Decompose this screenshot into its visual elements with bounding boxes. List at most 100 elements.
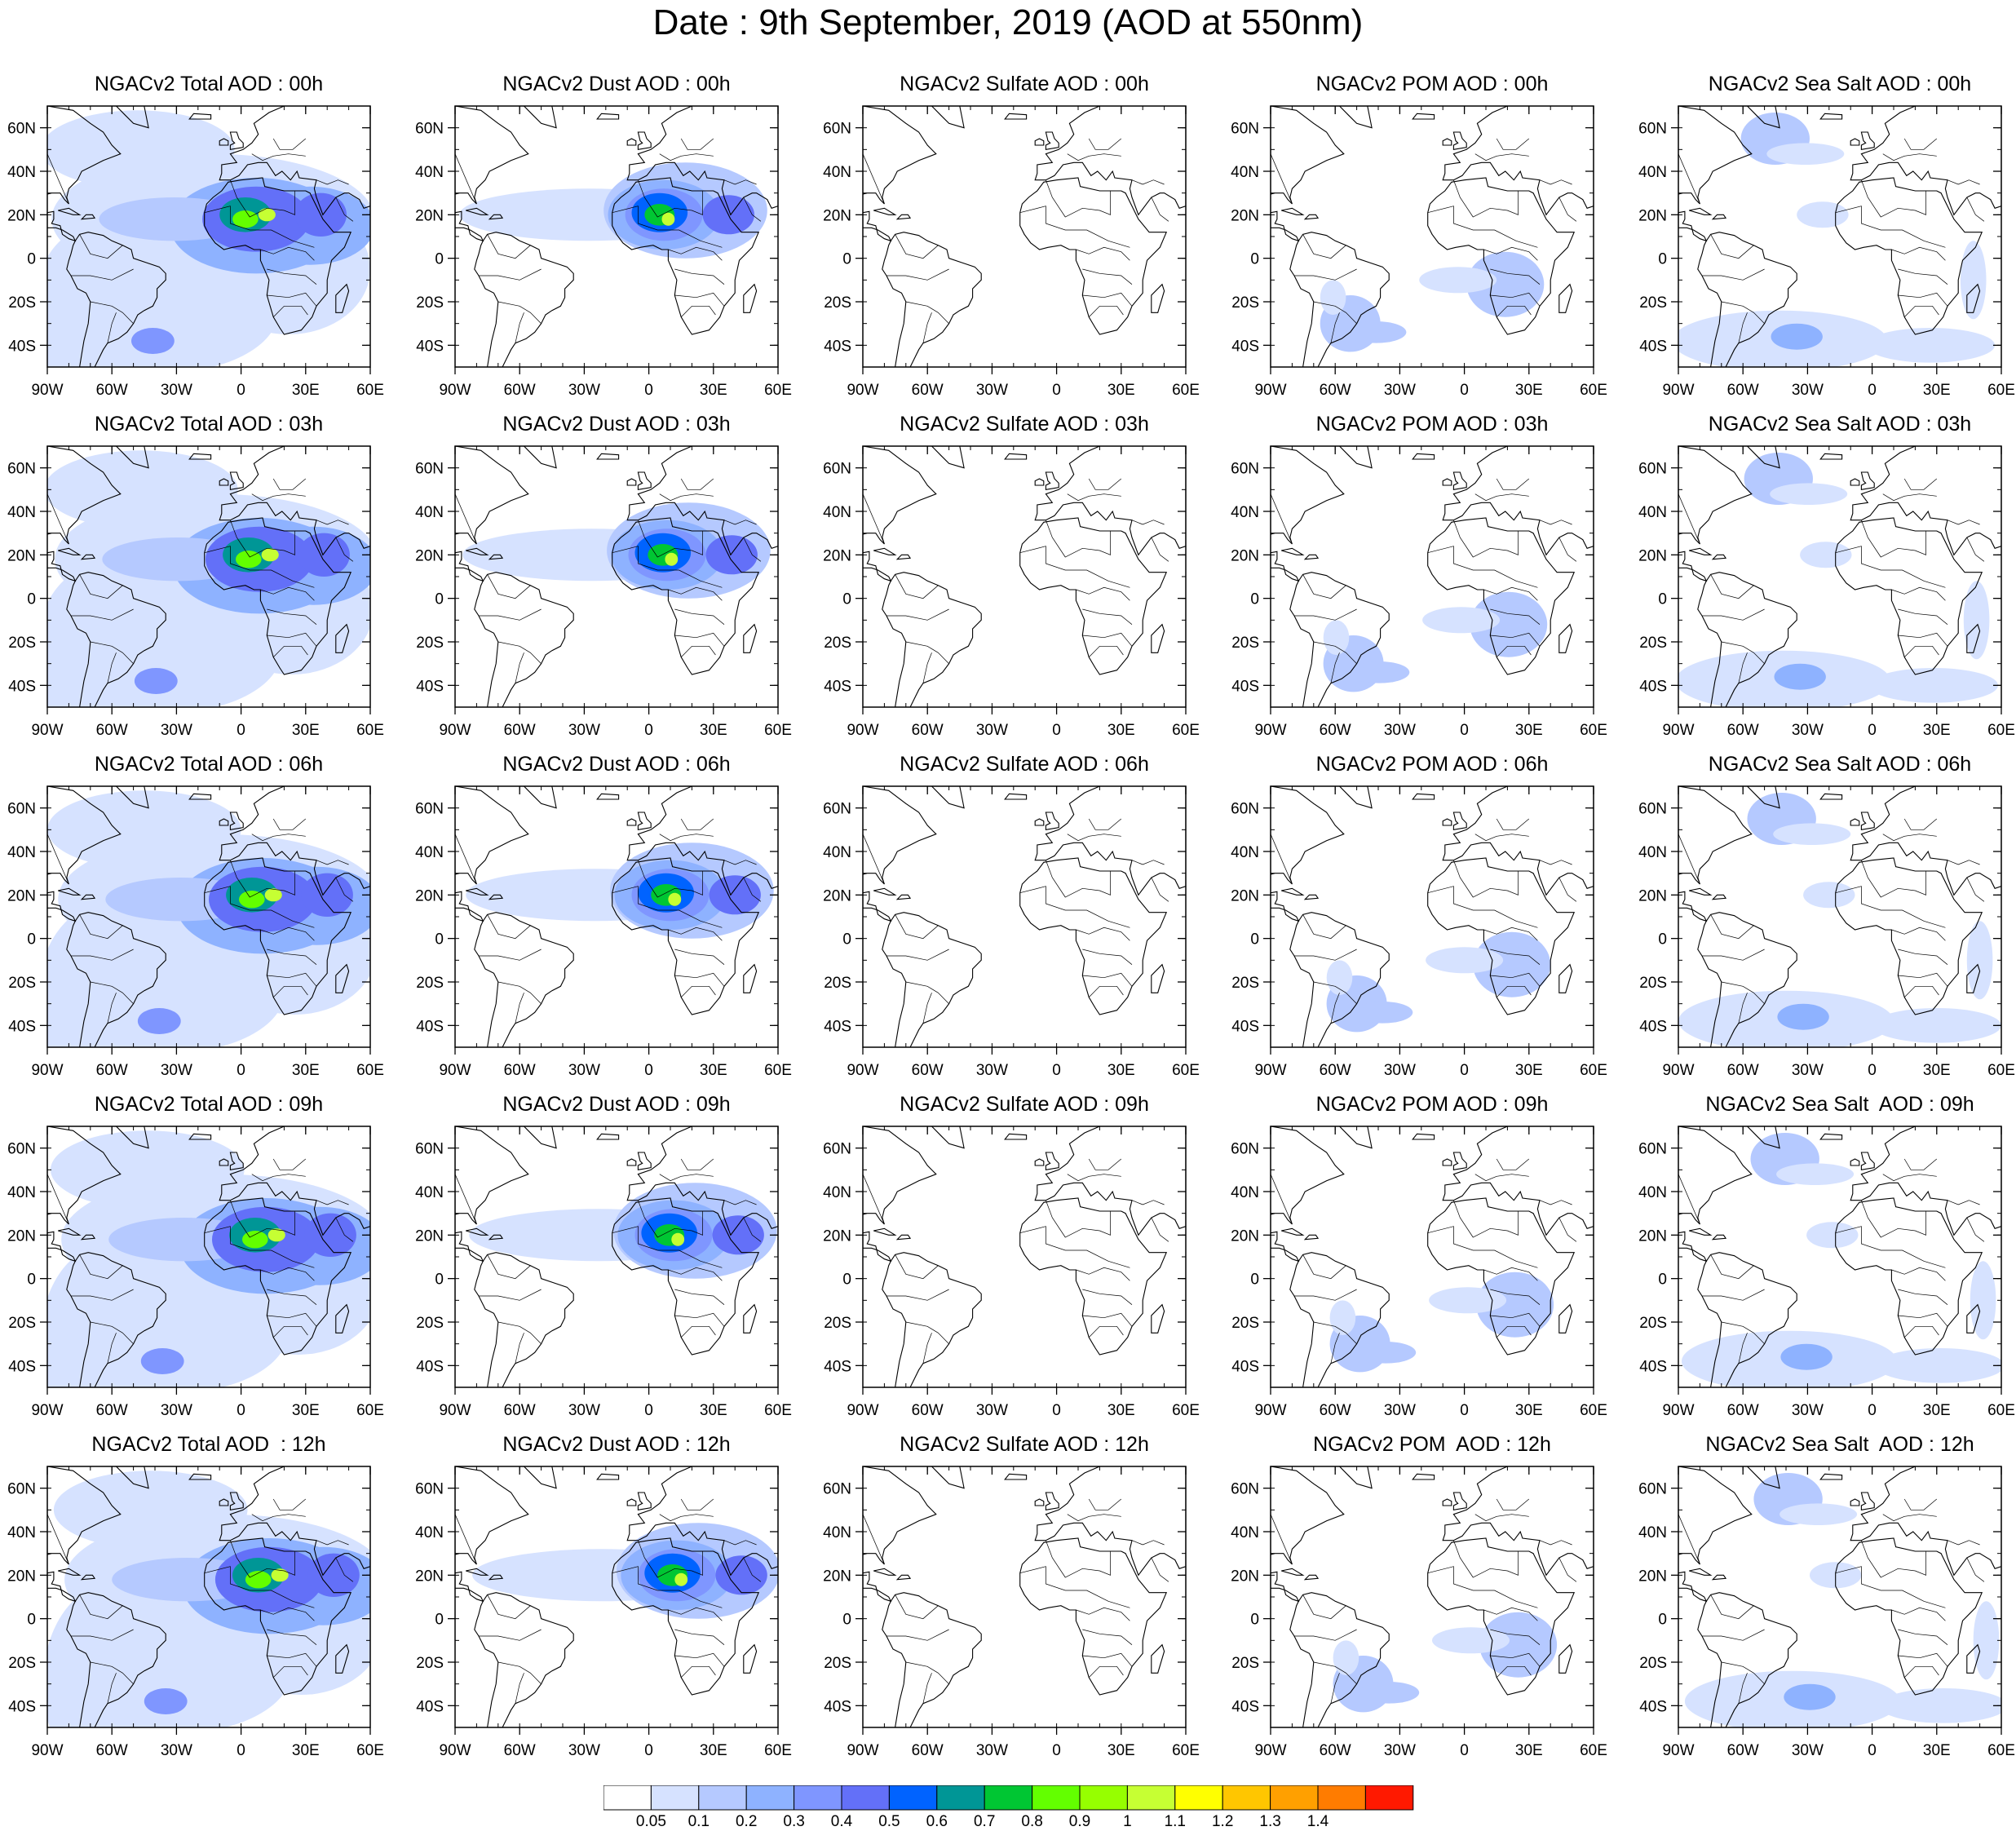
- aod-field: [674, 1572, 688, 1586]
- lon-tick-label: 30W: [976, 722, 1008, 739]
- map-panel-dust-00h: NGACv2 Dust AOD : 00h 90W 60W 30W 0 30E 60E 60N…: [408, 72, 792, 411]
- coastline: [58, 547, 82, 555]
- lon-tick-label: 60E: [1987, 1742, 2015, 1759]
- coastline: [219, 1126, 370, 1236]
- lon-tick-label: 60W: [504, 722, 536, 739]
- lon-tick-label: 60W: [1320, 382, 1351, 399]
- lon-tick-label: 90W: [31, 382, 63, 399]
- lon-tick-label: 90W: [847, 1062, 878, 1079]
- lon-tick-label: 0: [644, 382, 653, 399]
- country-border: [1678, 834, 1700, 885]
- coastline: [1289, 912, 1390, 1047]
- country-border: [1903, 478, 1938, 490]
- lat-tick-label: 20S: [8, 1315, 36, 1332]
- coastline: [1678, 891, 1708, 922]
- country-border: [230, 520, 295, 558]
- country-border: [487, 1594, 531, 1620]
- lon-tick-label: 0: [237, 722, 245, 739]
- country-border: [1302, 234, 1346, 259]
- coastline: [219, 1466, 370, 1577]
- lon-tick-label: 60E: [1172, 722, 1200, 739]
- lat-tick-label: 0: [1250, 1272, 1259, 1289]
- panel-title: NGACv2 Dust AOD : 00h: [502, 73, 731, 95]
- lat-tick-label: 40S: [824, 1698, 851, 1715]
- coastline: [863, 551, 892, 582]
- country-border: [863, 153, 885, 205]
- coastline: [219, 1498, 229, 1506]
- colorbar-label: 1.4: [1307, 1813, 1329, 1828]
- coastline: [115, 106, 149, 129]
- coastline: [1746, 1466, 1780, 1489]
- country-border: [1046, 1200, 1111, 1238]
- coastline: [455, 106, 529, 205]
- colorbar-label: 0.4: [831, 1813, 853, 1828]
- country-border: [1313, 301, 1357, 324]
- country-border: [1678, 1514, 1700, 1565]
- coastline: [335, 1303, 350, 1333]
- country-border: [659, 1174, 714, 1182]
- lon-tick-label: 0: [1052, 722, 1061, 739]
- aod-field: [1770, 483, 1848, 505]
- coastline: [455, 1231, 484, 1263]
- lon-tick-label: 30E: [292, 382, 320, 399]
- aod-field: [661, 212, 675, 226]
- coastline: [488, 554, 504, 560]
- lon-tick-label: 90W: [1254, 1402, 1286, 1419]
- lon-tick-label: 90W: [847, 1742, 878, 1759]
- lat-tick-label: 40S: [1231, 1358, 1259, 1375]
- country-border: [204, 1566, 315, 1608]
- lon-tick-label: 60E: [1580, 722, 1607, 739]
- lon-tick-label: 60E: [764, 1742, 792, 1759]
- panel-title: NGACv2 Total AOD : 12h: [91, 1433, 326, 1456]
- lat-tick-label: 20S: [824, 635, 851, 652]
- lat-tick-label: 0: [27, 251, 36, 268]
- country-border: [1891, 1607, 1946, 1621]
- country-border: [1861, 179, 1926, 218]
- map-panel-pom-12h: NGACv2 POM AOD : 12h 90W 60W 30W 0 30E 60E 60N 4…: [1223, 1432, 1607, 1771]
- coastline: [1835, 1537, 1983, 1696]
- coastline: [1442, 1498, 1452, 1506]
- country-border: [1539, 1200, 1572, 1205]
- country-border: [455, 1514, 477, 1565]
- aod-field: [1803, 882, 1855, 909]
- coastline: [523, 786, 557, 809]
- panel-title: NGACv2 Sulfate AOD : 09h: [900, 1093, 1149, 1116]
- colorbar-box: [1174, 1785, 1223, 1811]
- coastline: [863, 446, 937, 545]
- lon-tick-label: 60E: [764, 1402, 792, 1419]
- country-border: [267, 632, 317, 647]
- map-panel-pom-00h: NGACv2 POM AOD : 00h 90W 60W 30W 0 30E 60E 60N 4…: [1223, 72, 1607, 411]
- lat-tick-label: 0: [435, 1612, 444, 1629]
- lat-tick-label: 40N: [1638, 504, 1667, 521]
- aod-field: [298, 533, 350, 577]
- coastline: [1697, 1252, 1797, 1387]
- coastline: [863, 106, 937, 205]
- lat-tick-label: 60N: [7, 1141, 36, 1158]
- lat-tick-label: 0: [1250, 931, 1259, 949]
- lon-tick-label: 30W: [1792, 1062, 1824, 1079]
- coastline: [1289, 572, 1390, 707]
- country-border: [316, 1540, 349, 1546]
- country-border: [1046, 1540, 1111, 1578]
- country-border: [1088, 645, 1124, 657]
- country-border: [1151, 1557, 1169, 1582]
- country-border: [335, 1217, 354, 1242]
- coastline: [882, 232, 982, 367]
- lon-tick-label: 90W: [1254, 1742, 1286, 1759]
- lon-tick-label: 60W: [1727, 382, 1759, 399]
- country-border: [1082, 632, 1133, 647]
- coastline: [1697, 1592, 1797, 1727]
- lat-tick-label: 40S: [8, 1358, 36, 1375]
- coastline: [626, 138, 637, 146]
- country-border: [1082, 1652, 1133, 1667]
- lon-tick-label: 30E: [1515, 722, 1543, 739]
- lon-tick-label: 0: [237, 1742, 245, 1759]
- coastline: [882, 572, 982, 707]
- country-border: [1947, 1540, 1980, 1546]
- coastline: [743, 623, 758, 653]
- lon-tick-label: 30E: [1515, 1402, 1543, 1419]
- coastline: [863, 1571, 892, 1603]
- colorbar-box: [698, 1785, 747, 1811]
- map-panel-sea-salt-12h: NGACv2 Sea Salt AOD : 12h 90W 60W 30W 0 30E 60…: [1631, 1432, 2015, 1771]
- aod-field: [140, 1348, 184, 1374]
